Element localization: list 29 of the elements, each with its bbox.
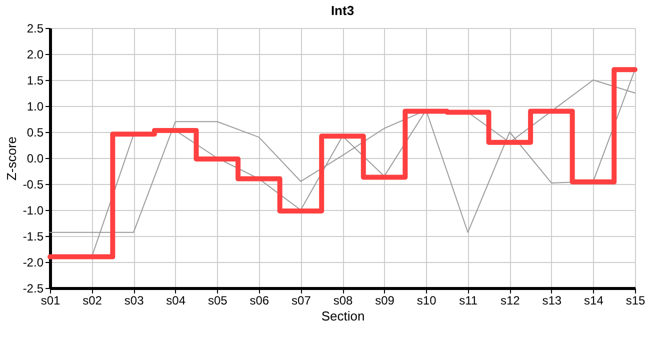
y-tick-label: 0.5	[26, 126, 44, 140]
x-axis-title: Section	[321, 308, 365, 324]
x-tick-label: s09	[375, 294, 395, 308]
y-tick-label: -1.0	[22, 204, 44, 218]
y-tick-label: -1.5	[22, 230, 44, 244]
y-tick-label: 1.5	[26, 74, 44, 88]
x-tick-label: s15	[626, 294, 646, 308]
x-tick-label: s04	[166, 294, 186, 308]
x-tick-label: s13	[542, 294, 562, 308]
x-tick-label: s03	[124, 294, 144, 308]
x-tick-label: s10	[416, 294, 437, 308]
y-axis-title: Z-score	[4, 136, 19, 181]
y-tick-label: 2.5	[26, 22, 44, 36]
y-tick-label: -2.5	[22, 282, 44, 296]
x-tick-label: s08	[333, 294, 353, 308]
x-tick-label: s01	[40, 294, 60, 308]
chart-title: Int3	[330, 3, 354, 18]
y-tick-label: -0.5	[22, 178, 44, 192]
x-tick-label: s07	[292, 294, 312, 308]
x-tick-label: s12	[500, 294, 520, 308]
x-tick-label: s05	[208, 294, 228, 308]
x-tick-label: s14	[584, 294, 604, 308]
y-tick-label: -2.0	[22, 256, 44, 270]
y-tick-label: 0.0	[26, 152, 44, 166]
x-tick-label: s06	[250, 294, 270, 308]
x-tick-label: s02	[82, 294, 102, 308]
y-tick-label: 2.0	[26, 48, 44, 62]
y-tick-label: 1.0	[26, 100, 44, 114]
x-tick-label: s11	[459, 294, 478, 308]
